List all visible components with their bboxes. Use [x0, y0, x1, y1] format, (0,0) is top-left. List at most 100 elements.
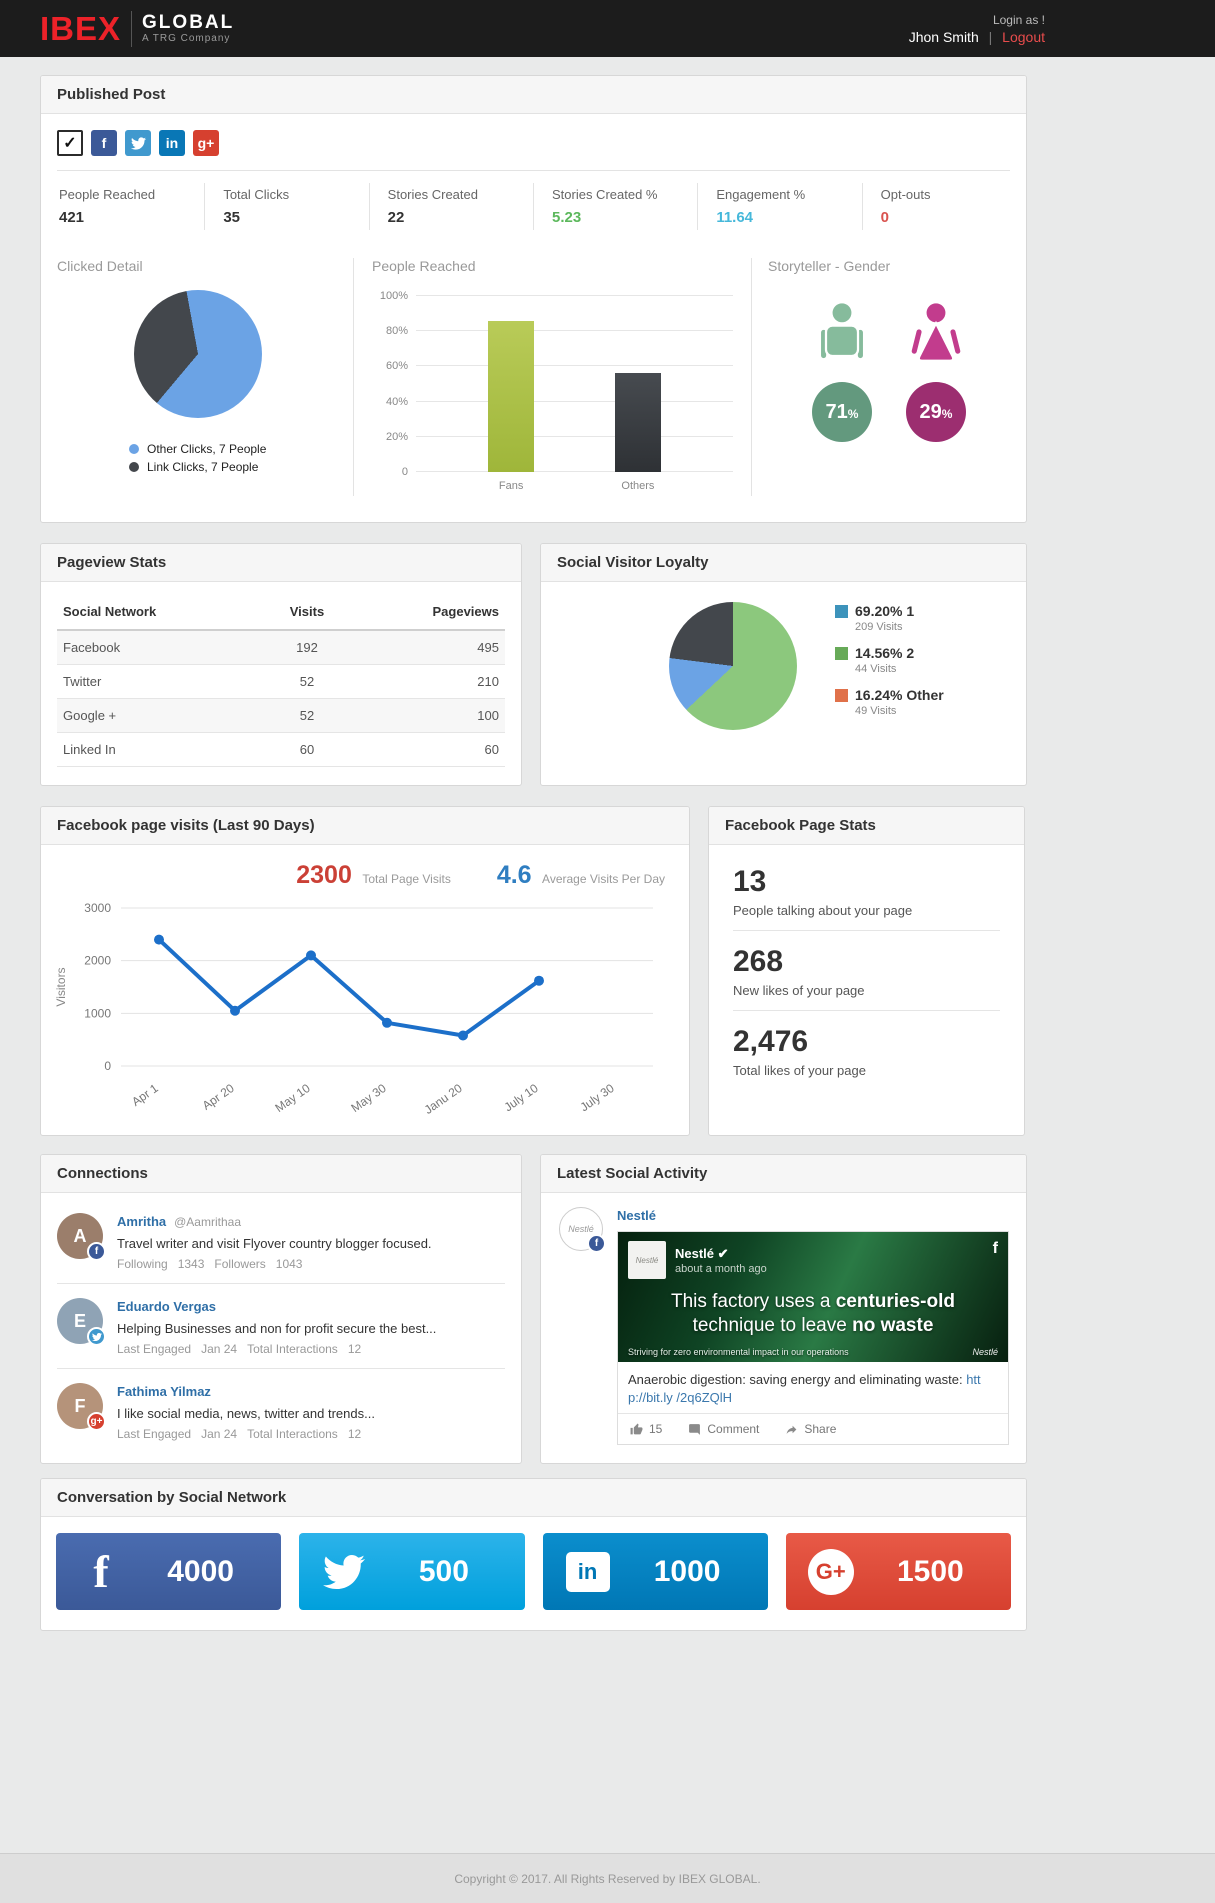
- twitter-icon: [299, 1551, 389, 1593]
- spacer: [0, 1631, 1215, 1853]
- conversation-count: 1000: [653, 1554, 721, 1588]
- page-stat-value: 268: [733, 945, 784, 978]
- connection-name-line: Amritha @Aamrithaa: [117, 1213, 432, 1231]
- latest-social-activity-title: Latest Social Activity: [541, 1155, 1026, 1193]
- twitter-icon[interactable]: [125, 130, 151, 156]
- female-percent-value: 29: [919, 400, 942, 423]
- y-tick-label: 40%: [385, 395, 408, 408]
- line-chart-svg: 0 1000 2000 3000 Apr 1 Apr 20 May 10 May 30 Janu…: [54, 901, 653, 1117]
- loyalty-legend-sub: 49 Visits: [855, 705, 897, 717]
- nestle-avatar: Nestlé f: [559, 1207, 606, 1253]
- connection-name-link[interactable]: Fathima Yilmaz: [117, 1384, 211, 1399]
- page-footer: Copyright © 2017. All Rights Reserved by…: [0, 1853, 1215, 1903]
- visitor-loyalty-legend: 69.20% 1 209 Visits 14.56% 2 44 Visits 16.24…: [835, 603, 944, 729]
- connection-name-link[interactable]: Amritha: [117, 1214, 167, 1229]
- googleplus-conversation-button[interactable]: G+ 1500: [785, 1533, 1011, 1610]
- table-row: Twitter 52 210: [57, 664, 505, 699]
- loyalty-legend-item: 16.24% Other 49 Visits: [835, 687, 944, 717]
- legend-dot: [129, 462, 139, 472]
- meta-value: 1043: [275, 1257, 303, 1271]
- loyalty-legend-line: 69.20% 1: [835, 603, 944, 619]
- caption-link[interactable]: http://bit.ly /2q6ZQlH: [628, 1372, 981, 1405]
- conversation-count: 500: [418, 1554, 469, 1588]
- svg-text:2000: 2000: [84, 954, 111, 968]
- like-count: 15: [649, 1422, 663, 1437]
- facebook-post-card: Nestlé Nestlé ✔ about a month ago f This…: [617, 1231, 1009, 1446]
- facebook-conversation-button[interactable]: f 4000: [56, 1533, 282, 1610]
- like-button[interactable]: 15: [630, 1422, 662, 1436]
- y-tick-label: 80%: [385, 325, 408, 338]
- svg-text:3000: 3000: [84, 901, 111, 915]
- loyalty-legend-sub: 44 Visits: [855, 663, 897, 675]
- connection-name-link[interactable]: Eduardo Vergas: [117, 1299, 216, 1314]
- y-tick-label: 0: [401, 466, 408, 478]
- connection-item: E Eduardo Vergas Helping Businesses and no…: [57, 1284, 505, 1369]
- connection-bio: Helping Businesses and non for profit se…: [117, 1321, 437, 1336]
- category-label: Others: [621, 480, 655, 492]
- ibex-global-logo: IBEX GLOBAL A TRG Company: [40, 10, 235, 47]
- linkedin-icon[interactable]: in: [159, 130, 185, 156]
- facebook-icon[interactable]: f: [91, 130, 117, 156]
- loyalty-legend-item: 69.20% 1 209 Visits: [835, 603, 944, 633]
- post-stat-label: Stories Created %: [551, 187, 658, 202]
- gridline: [416, 295, 733, 296]
- gender-female-figure: 29%: [890, 300, 982, 448]
- logout-link[interactable]: Logout: [1002, 28, 1045, 45]
- post-stats-row: People Reached 421 Total Clicks 35 Stories C…: [41, 171, 1026, 244]
- gridline: [416, 471, 733, 472]
- table-cell: Linked In: [57, 732, 262, 767]
- svg-text:1000: 1000: [84, 1006, 111, 1020]
- page-stat-1: 268 New likes of your page: [733, 931, 1000, 1011]
- meta-label: Followers: [214, 1257, 266, 1271]
- facebook-page-stats-panel: Facebook Page Stats 13 People talking abo…: [708, 806, 1025, 1136]
- brand-global: GLOBAL: [142, 11, 235, 33]
- gender-male-figure: 71%: [796, 300, 888, 448]
- male-percent-value: 71: [825, 400, 848, 423]
- share-icon: [787, 1425, 797, 1434]
- bar-chart-y-axis: 100% 80% 60% 40% 20% 0: [372, 290, 416, 478]
- share-label: Share: [804, 1422, 837, 1437]
- brand-ibex: IBEX: [40, 10, 122, 47]
- table-cell: Google +: [57, 698, 262, 733]
- nestle-watermark: Nestlé: [972, 1347, 998, 1357]
- table-cell: Twitter: [57, 664, 262, 699]
- linkedin-icon: in: [543, 1551, 633, 1592]
- svg-text:0: 0: [104, 1059, 111, 1073]
- share-button[interactable]: Share: [785, 1422, 836, 1436]
- googleplus-icon[interactable]: g+: [193, 130, 219, 156]
- twitter-conversation-button[interactable]: 500: [299, 1533, 525, 1610]
- clicked-detail-pie-chart: [134, 290, 262, 418]
- conversation-title: Conversation by Social Network: [41, 1479, 1026, 1517]
- current-user[interactable]: Jhon Smith: [908, 28, 979, 45]
- svg-text:July 10: July 10: [502, 1081, 541, 1114]
- meta-value: Jan 24: [201, 1342, 238, 1356]
- loyalty-legend-sub: 209 Visits: [855, 621, 903, 633]
- headline-segment: centuries-old: [835, 1291, 956, 1312]
- table-header-visits: Visits: [261, 594, 353, 631]
- page-stat-value: 2,476: [733, 1025, 809, 1058]
- post-stat-label: Stories Created: [387, 187, 478, 202]
- meta-label: Last Engaged: [117, 1342, 192, 1356]
- post-stat-value: 5.23: [551, 209, 582, 226]
- y-tick-label: 60%: [385, 360, 408, 373]
- page-stat-label: New likes of your page: [733, 983, 865, 998]
- comment-button[interactable]: Comment: [688, 1422, 759, 1436]
- loyalty-legend-item: 14.56% 2 44 Visits: [835, 645, 944, 675]
- verified-icon: ✔: [717, 1245, 729, 1261]
- post-stat-3: Stories Created % 5.23: [532, 183, 697, 230]
- svg-text:Apr 20: Apr 20: [200, 1081, 237, 1113]
- googleplus-icon: G+: [786, 1548, 876, 1595]
- svg-text:May 10: May 10: [272, 1081, 313, 1115]
- gridline: [416, 435, 733, 437]
- linkedin-conversation-button[interactable]: in 1000: [542, 1533, 768, 1610]
- gridline: [416, 400, 733, 402]
- loyalty-legend-label: 14.56% 2: [855, 645, 915, 661]
- post-action-bar: 15 Comment Share: [618, 1413, 1008, 1444]
- nestle-account-link[interactable]: Nestlé: [617, 1208, 657, 1223]
- page-stat-value: 13: [733, 865, 767, 898]
- checkbox-icon[interactable]: ✓: [57, 130, 83, 156]
- post-image-banner: Nestlé Nestlé ✔ about a month ago f This…: [618, 1232, 1008, 1362]
